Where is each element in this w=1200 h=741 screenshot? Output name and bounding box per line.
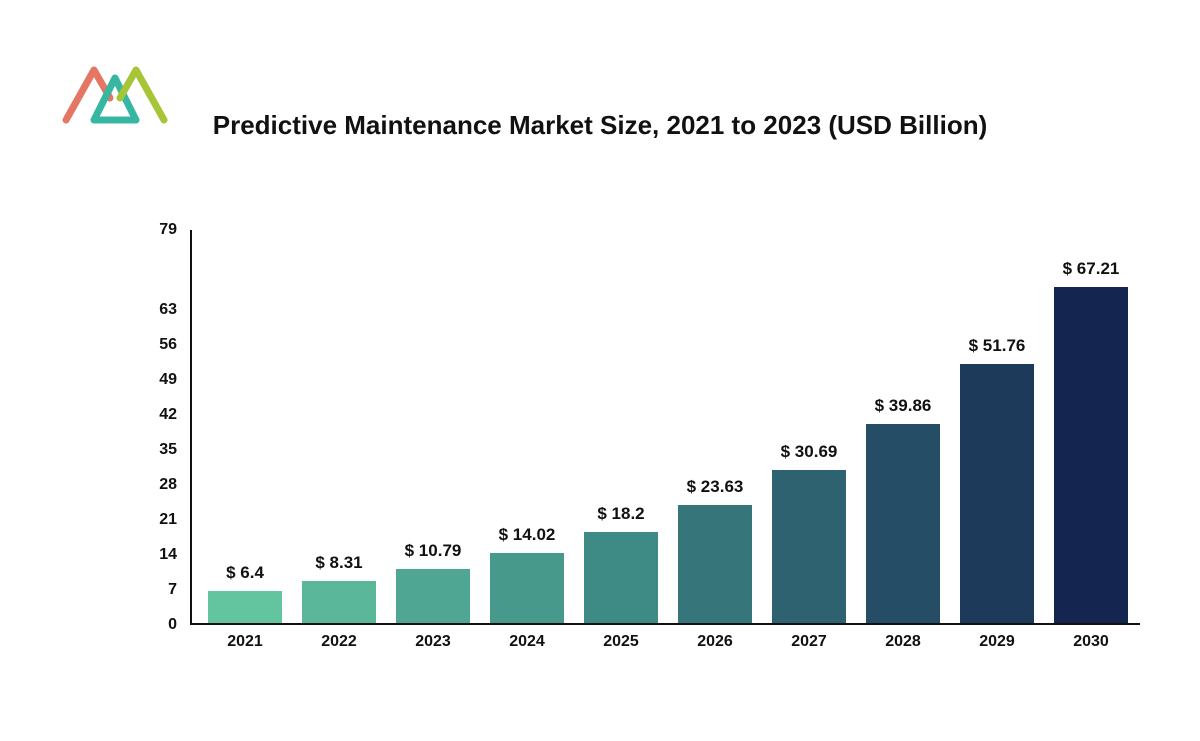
y-tick-label: 79 — [130, 221, 185, 239]
x-tick-label: 2027 — [791, 633, 827, 651]
y-tick-label: 0 — [130, 616, 185, 634]
x-tick-label: 2029 — [979, 633, 1015, 651]
y-tick-label: 63 — [130, 301, 185, 319]
bar-value-label: $ 18.2 — [597, 504, 644, 524]
y-tick-label: 35 — [130, 441, 185, 459]
bar-group: $ 8.312022 — [302, 581, 376, 623]
y-tick-label: 7 — [130, 581, 185, 599]
plot-area: $ 6.42021 $ 8.312022 $ 10.792023 $ 14.02202… — [190, 230, 1140, 625]
bar-value-label: $ 6.4 — [226, 563, 264, 583]
bar-value-label: $ 51.76 — [969, 336, 1026, 356]
chart-title: Predictive Maintenance Market Size, 2021… — [0, 110, 1200, 141]
bar — [960, 364, 1034, 623]
bar — [1054, 287, 1128, 623]
y-tick-label: 28 — [130, 476, 185, 494]
bar-group: $ 30.692027 — [772, 470, 846, 623]
x-tick-label: 2022 — [321, 633, 357, 651]
x-tick-label: 2028 — [885, 633, 921, 651]
bar-value-label: $ 8.31 — [315, 553, 362, 573]
bar-group: $ 39.862028 — [866, 424, 940, 623]
x-tick-label: 2025 — [603, 633, 639, 651]
bar-value-label: $ 39.86 — [875, 396, 932, 416]
bar-group: $ 51.762029 — [960, 364, 1034, 623]
x-tick-label: 2026 — [697, 633, 733, 651]
bar-value-label: $ 10.79 — [405, 541, 462, 561]
bar — [584, 532, 658, 623]
x-tick-label: 2030 — [1073, 633, 1109, 651]
y-tick-label: 21 — [130, 511, 185, 529]
bar — [396, 569, 470, 623]
bar-group: $ 6.42021 — [208, 591, 282, 623]
y-tick-label: 49 — [130, 371, 185, 389]
bar-value-label: $ 30.69 — [781, 442, 838, 462]
x-tick-label: 2021 — [227, 633, 263, 651]
bar — [208, 591, 282, 623]
y-tick-label: 56 — [130, 336, 185, 354]
bar-group: $ 14.022024 — [490, 553, 564, 623]
x-tick-label: 2024 — [509, 633, 545, 651]
bar-group: $ 23.632026 — [678, 505, 752, 623]
y-tick-label: 42 — [130, 406, 185, 424]
bar — [772, 470, 846, 623]
bar-value-label: $ 23.63 — [687, 477, 744, 497]
bar-value-label: $ 14.02 — [499, 525, 556, 545]
bar-group: $ 10.792023 — [396, 569, 470, 623]
bar-group: $ 18.22025 — [584, 532, 658, 623]
bar — [678, 505, 752, 623]
chart-container: 07142128354249566379 $ 6.42021$ 8.312022… — [130, 230, 1140, 670]
bar-group: $ 67.212030 — [1054, 287, 1128, 623]
y-tick-label: 14 — [130, 546, 185, 564]
bar — [302, 581, 376, 623]
bar — [490, 553, 564, 623]
bar — [866, 424, 940, 623]
bar-value-label: $ 67.21 — [1063, 259, 1120, 279]
x-tick-label: 2023 — [415, 633, 451, 651]
